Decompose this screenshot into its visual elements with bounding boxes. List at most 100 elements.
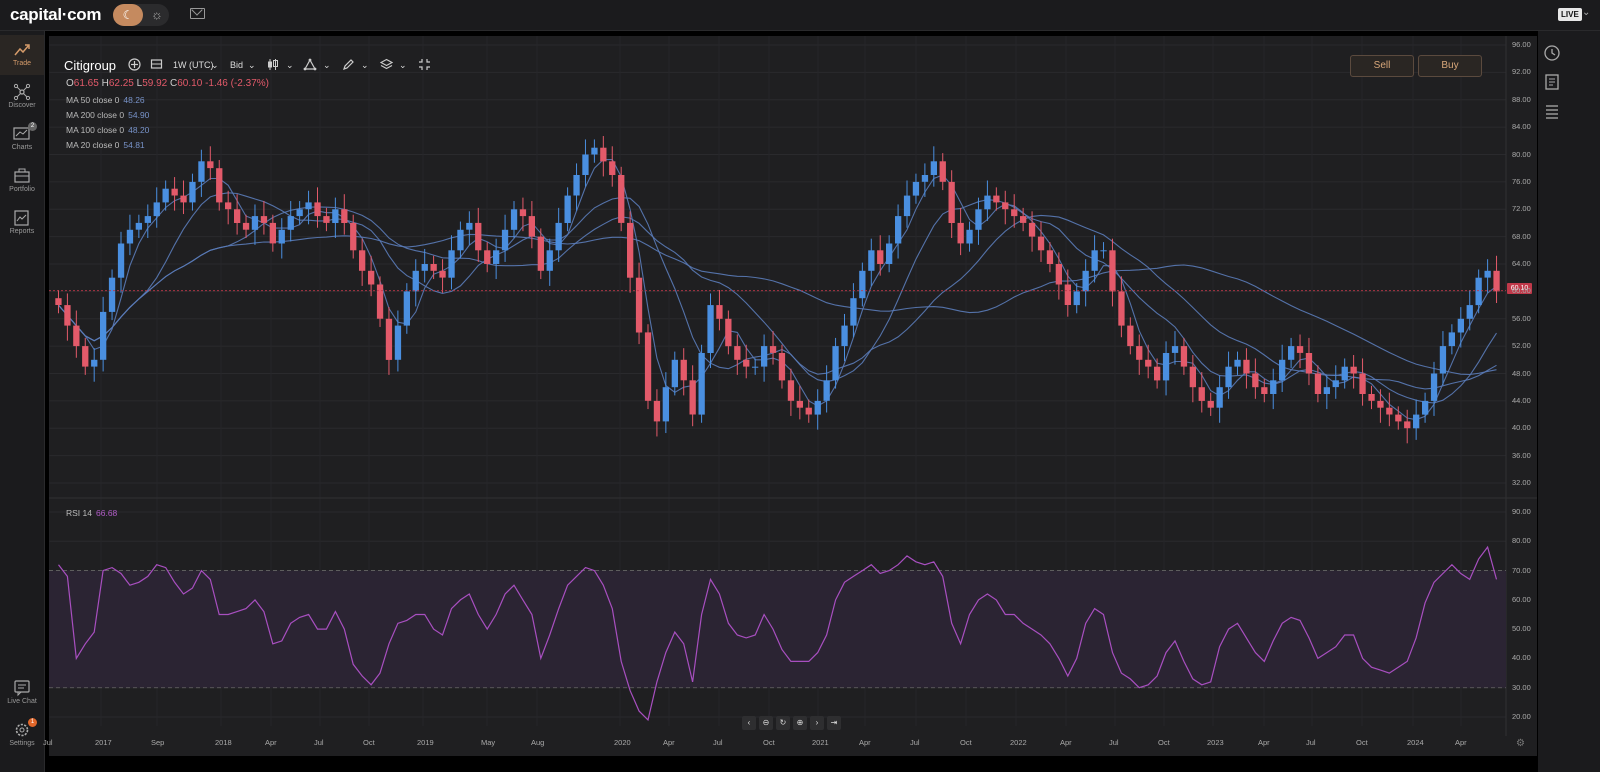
price-axis-label: 76.00	[1512, 176, 1531, 186]
settings-icon	[15, 723, 29, 737]
sidebar-item-trade[interactable]: Trade	[0, 35, 44, 75]
price-axis-label: 52.00	[1512, 341, 1531, 351]
settings-badge: 1	[28, 718, 37, 727]
candle-body	[439, 270, 446, 278]
candle-body	[769, 346, 777, 353]
scroll-left-icon[interactable]: ‹	[742, 716, 756, 730]
candle-body	[698, 353, 705, 415]
chevron-down-icon[interactable]: ⌄	[211, 60, 219, 70]
sidebar-item-charts[interactable]: 2 Charts	[0, 119, 44, 159]
candle-body	[1475, 277, 1482, 306]
rsi-axis-label: 20.00	[1512, 712, 1531, 721]
candle-body	[466, 222, 473, 230]
candle-body	[323, 216, 330, 223]
scroll-right-icon[interactable]: ›	[810, 716, 824, 730]
candle-body	[1314, 373, 1322, 394]
sidebar-item-discover[interactable]: Discover	[0, 77, 44, 117]
chart-area[interactable]	[49, 36, 1537, 756]
candle-body	[251, 216, 259, 230]
candle-body	[823, 380, 830, 401]
theme-toggle[interactable]: ☾ ☼	[113, 4, 169, 26]
candle-body	[886, 243, 893, 264]
candle-body	[1386, 407, 1393, 415]
sidebar-item-reports[interactable]: Reports	[0, 203, 44, 243]
candle-body	[1296, 346, 1304, 353]
indicator-label: MA 50 close 0	[66, 95, 120, 105]
go-to-latest-icon[interactable]: ⇥	[827, 716, 841, 730]
buy-button[interactable]: Buy	[1418, 55, 1482, 77]
candle-body	[984, 195, 991, 210]
ma50-legend[interactable]: MA 50 close 0 48.26	[66, 95, 145, 105]
sidebar-item-settings[interactable]: 1 Settings	[0, 715, 44, 755]
time-axis-label: Jul	[1306, 738, 1316, 747]
layers-icon[interactable]	[380, 58, 393, 71]
candle-body	[1323, 387, 1330, 394]
candle-body	[1091, 250, 1098, 271]
time-axis-label: Oct	[763, 738, 775, 747]
candle-body	[207, 161, 214, 169]
live-badge[interactable]: LIVE	[1558, 8, 1582, 21]
sidebar-item-portfolio[interactable]: Portfolio	[0, 161, 44, 201]
candle-body	[734, 346, 741, 360]
candle-body	[1341, 366, 1348, 381]
news-icon[interactable]	[1543, 73, 1561, 91]
candle-body	[662, 387, 669, 422]
fullscreen-icon[interactable]	[418, 58, 431, 71]
candle-body	[1109, 250, 1116, 292]
zoom-out-icon[interactable]: ⊖	[759, 716, 773, 730]
chevron-down-icon[interactable]: ⌄	[286, 60, 294, 70]
moving-average-line	[58, 233, 1497, 376]
candle-body	[868, 250, 875, 271]
candle-body	[1466, 305, 1473, 319]
chart-type-icon[interactable]	[150, 58, 163, 71]
indicator-value: 66.68	[96, 508, 118, 518]
indicator-value: 48.26	[123, 95, 145, 105]
candle-body	[680, 359, 687, 381]
time-axis-label: Apr	[1258, 738, 1270, 747]
sell-button[interactable]: Sell	[1350, 55, 1414, 77]
chart-settings-icon[interactable]: ⚙	[1516, 738, 1525, 749]
candle-body	[1073, 291, 1080, 306]
interval-selector[interactable]: 1W (UTC)	[173, 60, 214, 70]
time-axis-label: Apr	[1060, 738, 1072, 747]
chevron-down-icon[interactable]: ⌄	[248, 60, 256, 70]
symbol-name[interactable]: Citigroup	[64, 58, 117, 73]
candle-body	[1404, 421, 1411, 429]
moon-icon[interactable]: ☾	[113, 4, 143, 26]
time-axis-label: Apr	[859, 738, 871, 747]
chevron-down-icon[interactable]: ⌄	[323, 60, 331, 70]
rsi-legend[interactable]: RSI 14 66.68	[66, 508, 117, 518]
indicator-label: RSI 14	[66, 508, 92, 518]
candle-body	[1377, 400, 1384, 408]
mail-icon[interactable]	[190, 8, 205, 19]
clock-icon[interactable]	[1543, 44, 1561, 62]
sun-icon[interactable]: ☼	[151, 7, 163, 22]
indicators-icon[interactable]	[303, 58, 317, 71]
price-chart[interactable]	[49, 36, 1537, 756]
reset-icon[interactable]: ↻	[776, 716, 790, 730]
add-compare-icon[interactable]	[128, 58, 141, 71]
candle-body	[743, 359, 750, 367]
chevron-down-icon[interactable]: ⌄	[1582, 7, 1591, 18]
sidebar-item-label: Reports	[9, 228, 35, 235]
trade-icon	[14, 44, 30, 56]
ma20-legend[interactable]: MA 20 close 0 54.81	[66, 140, 145, 150]
list-icon[interactable]	[1543, 102, 1561, 120]
capital-com-logo[interactable]: capital·com	[10, 5, 102, 24]
chevron-down-icon[interactable]: ⌄	[361, 60, 369, 70]
chevron-down-icon[interactable]: ⌄	[399, 60, 407, 70]
candle-body	[1439, 346, 1447, 374]
zoom-in-icon[interactable]: ⊕	[793, 716, 807, 730]
ma100-legend[interactable]: MA 100 close 0 48.20	[66, 125, 149, 135]
candles-icon[interactable]	[266, 58, 279, 71]
price-type-selector[interactable]: Bid	[230, 60, 244, 70]
sidebar-item-live-chat[interactable]: Live Chat	[0, 673, 44, 713]
indicator-value: 54.81	[123, 140, 145, 150]
candle-body	[1127, 325, 1134, 347]
ma200-legend[interactable]: MA 200 close 0 54.90	[66, 110, 149, 120]
draw-pencil-icon[interactable]	[342, 58, 355, 71]
price-axis-label: 40.00	[1512, 423, 1531, 433]
price-axis-label: 92.00	[1512, 67, 1531, 77]
candle-body	[1198, 387, 1205, 401]
candle-body	[225, 202, 232, 210]
